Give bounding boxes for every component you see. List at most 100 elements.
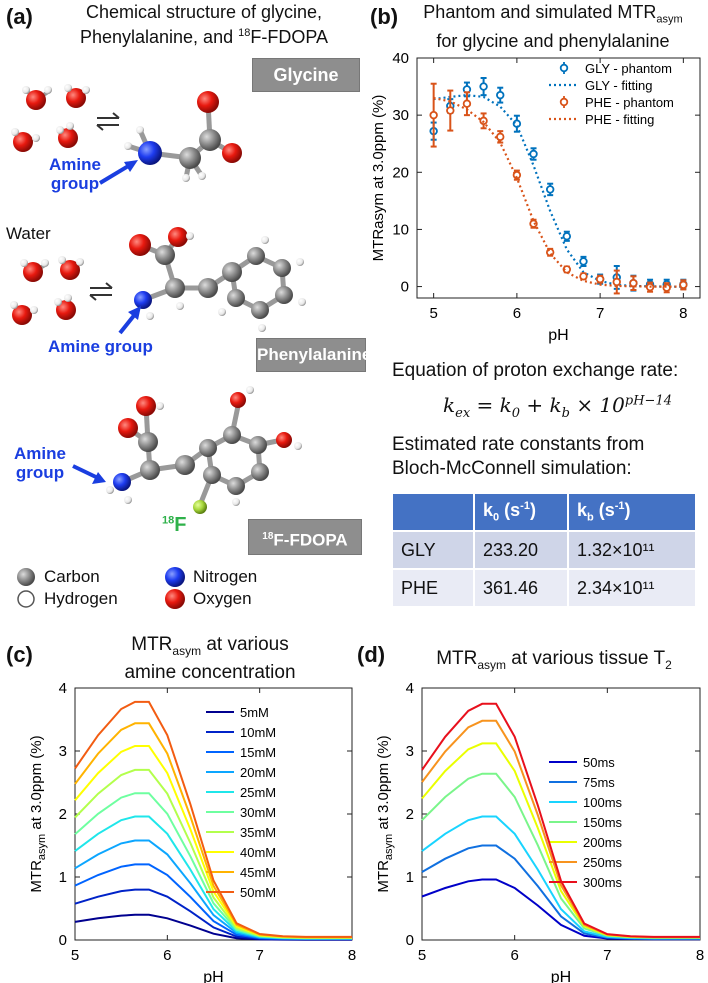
atom-legend [17,567,185,609]
legend-label: 150ms [583,815,623,830]
y-axis-label: MTRasym at 3.0ppm (%) [28,735,48,892]
data-point [579,272,588,281]
x-tick-label: 7 [603,947,611,964]
legend-marker [559,63,569,73]
x-tick-label: 6 [513,305,521,322]
x-tick-label: 6 [510,947,518,964]
y-tick-label: 3 [59,743,67,760]
legend-label: 200ms [583,835,623,850]
equation-title: Equation of proton exchange rate: [392,360,679,381]
legend-label: 50ms [583,755,615,770]
fit-line-3 [433,96,684,288]
data-point [479,82,488,91]
equilibrium-arrow-2-icon [89,282,113,301]
fdopa-label: 18F-FDOPA [248,519,362,555]
legend-label: PHE - fitting [585,112,654,127]
table-header-kb: kb (s-1) [568,494,697,532]
legend-hydrogen-label: Hydrogen [44,589,118,608]
legend-marker [559,97,569,107]
amine-group-label-3: Amine group [14,444,66,482]
y-tick-label: 3 [406,743,414,760]
panel-c-label: (c) [6,642,33,667]
data-point [429,110,438,120]
amine-group-label-2: Amine group [48,337,153,356]
molecule-illustrations [10,84,306,609]
data-point [562,232,572,241]
legend-label: 5mM [240,705,269,720]
series-line-300ms [421,702,700,938]
legend-label: 35mM [240,825,276,840]
water-label: Water [6,224,51,243]
y-tick-label: 10 [392,221,409,238]
panel-a-label: (a) [6,4,33,29]
water-molecules-middle [10,256,84,325]
equilibrium-arrow-1-icon [96,112,120,131]
oxygen-legend-icon [165,589,185,609]
x-axis-label: pH [548,327,568,344]
panel-b-title: Phantom and simulated MTRasym for glycin… [423,2,683,51]
data-point [496,90,505,100]
y-tick-label: 30 [392,107,409,124]
x-axis-label: pH [551,969,571,983]
plot-frame [421,687,701,941]
f18-label: 18F [162,514,187,536]
amine-arrow-1-head-icon [124,160,138,172]
y-tick-label: 4 [406,680,414,697]
legend-oxygen-label: Oxygen [193,589,252,608]
legend-carbon-label: Carbon [44,567,100,586]
data-point [496,132,505,142]
legend-label: 10mM [240,725,276,740]
plot-frame [416,57,701,299]
legend-label: 50mM [240,885,276,900]
x-tick-label: 7 [255,947,263,964]
fdopa-molecule [106,386,302,514]
legend-label: 75ms [583,775,615,790]
legend-label: 25mM [240,785,276,800]
data-point [612,277,621,287]
table-row: PHE 361.46 2.34×10¹¹ [393,569,697,608]
data-point [462,99,472,108]
y-tick-label: 4 [59,680,67,697]
y-axis-label: MTRasym at 3.0ppm (%) [370,95,387,262]
y-tick-label: 0 [59,932,67,949]
y-axis-label: MTRasym at 3.0ppm (%) [375,735,395,892]
data-point [629,278,638,288]
legend-label: GLY - phantom [585,61,672,76]
data-point [679,280,688,290]
data-point [595,274,605,284]
amine-arrow-1-icon [98,163,132,185]
panel-a-title-line1: Chemical structure of glycine, [85,2,323,22]
panel-c-title: MTRasym at various amine concentration [124,634,296,683]
y-tick-label: 1 [406,869,414,886]
legend-label: GLY - fitting [585,78,652,93]
hydrogen-legend-icon [17,590,35,608]
legend-label: 250ms [583,855,623,870]
x-axis-label: pH [203,969,223,983]
amine-arrow-2-head-icon [128,306,141,320]
amine-arrow-3-icon [72,464,99,480]
y-tick-label: 40 [392,50,409,67]
x-tick-label: 5 [71,947,79,964]
y-tick-label: 1 [59,869,67,886]
data-point [529,149,538,159]
y-tick-label: 0 [406,932,414,949]
chart-c: 5 6 7 8 0 1 2 3 4 pH MTRasym at 3.0ppm (%) 5mM 10mM 1… [28,680,356,983]
amine-arrow-2-icon [118,311,138,335]
legend-label: 15mM [240,745,276,760]
data-point [579,257,588,266]
legend-label: PHE - phantom [585,95,674,110]
panel-d-title: MTRasym at various tissue T2 [436,648,672,672]
data-point [545,185,555,194]
panel-b-label: (b) [370,4,399,29]
x-tick-label: 7 [596,305,604,322]
estimated-text: Estimated rate constants from Bloch-McCon… [392,434,645,479]
carbon-legend-icon [17,568,35,586]
data-point [662,283,671,292]
equation: kex = k0 + kb × 10pH−14 [443,393,672,421]
chart-b: 5 6 7 8 0 10 20 30 40 pH MTRasym at 3.0ppm (%) GLY … [370,50,701,344]
glycine-label: Glycine [252,58,360,92]
legend-nitrogen-label: Nitrogen [193,567,258,586]
glycine-molecule [124,91,242,182]
panel-d-label: (d) [357,642,386,667]
phenylalanine-label: Phenylalanine [256,338,371,372]
